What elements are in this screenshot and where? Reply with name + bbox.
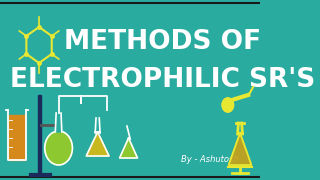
Polygon shape (229, 133, 252, 165)
Bar (38, 95, 42, 175)
Text: ELECTROPHILIC SR'S: ELECTROPHILIC SR'S (10, 67, 315, 93)
Circle shape (222, 98, 234, 112)
Polygon shape (55, 116, 62, 132)
Polygon shape (9, 115, 25, 160)
Text: METHODS OF: METHODS OF (64, 29, 261, 55)
Circle shape (45, 131, 72, 165)
Polygon shape (86, 132, 109, 156)
Polygon shape (120, 138, 138, 158)
Text: By - Ashutosh: By - Ashutosh (181, 156, 239, 165)
